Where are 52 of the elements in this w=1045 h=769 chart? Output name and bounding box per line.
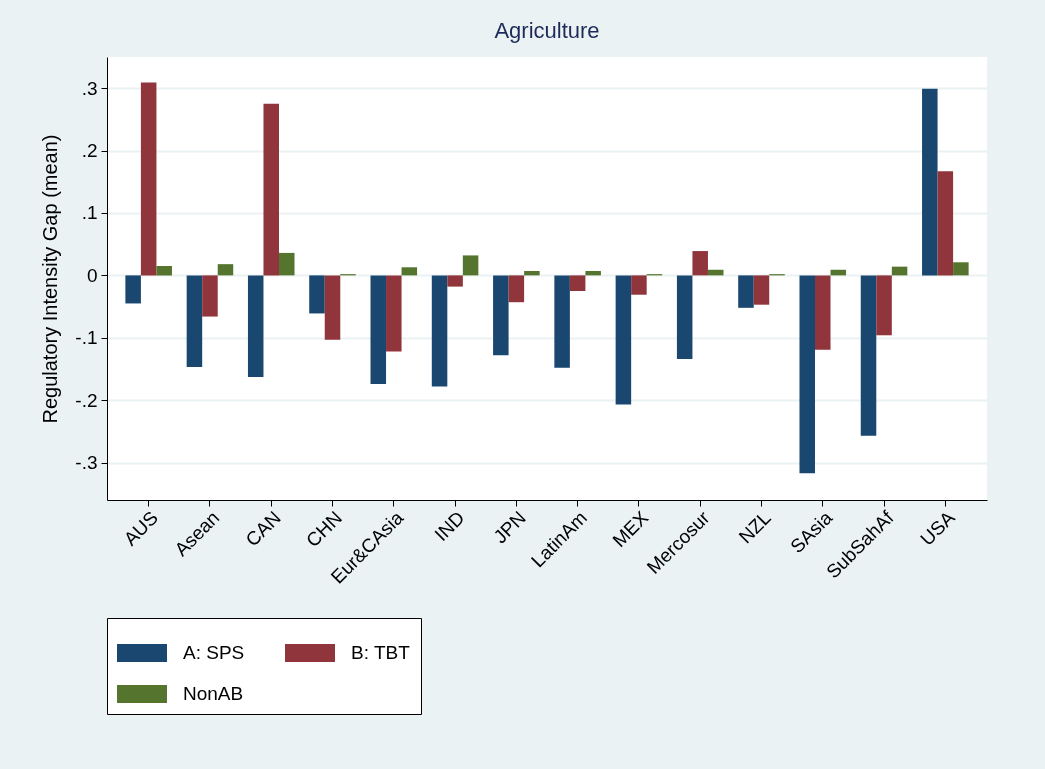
bar xyxy=(247,275,264,378)
bar xyxy=(753,275,770,305)
bar xyxy=(860,275,877,436)
y-tick-label: 0 xyxy=(86,264,98,286)
bar xyxy=(554,275,570,368)
x-tick-label: JPN xyxy=(489,507,530,548)
bar xyxy=(263,103,279,276)
bar xyxy=(186,275,203,368)
bar xyxy=(447,275,463,287)
bar xyxy=(125,275,141,304)
bar xyxy=(401,267,418,276)
bar xyxy=(493,275,509,356)
bar xyxy=(815,275,831,350)
bar xyxy=(569,275,586,291)
chart-title: Agriculture xyxy=(494,18,600,43)
bar xyxy=(953,262,969,276)
bar xyxy=(585,271,601,276)
bar xyxy=(615,275,632,405)
bar xyxy=(462,255,479,276)
bar xyxy=(431,275,448,387)
y-axis-title: Regulatory Intensity Gap (mean) xyxy=(39,134,62,424)
bar xyxy=(799,275,815,474)
bar xyxy=(676,275,693,359)
bar xyxy=(217,264,234,276)
y-tick-label: .1 xyxy=(81,202,98,224)
bar xyxy=(738,275,754,308)
legend-label: B: TBT xyxy=(351,642,411,663)
bar xyxy=(508,275,525,303)
x-tick-label: USA xyxy=(916,506,959,550)
bar xyxy=(922,88,938,276)
bar xyxy=(140,82,157,276)
bar xyxy=(692,251,708,276)
bar xyxy=(309,275,325,314)
bar xyxy=(370,275,387,384)
bar xyxy=(156,266,172,276)
bar xyxy=(524,271,540,276)
y-tick-label: -.1 xyxy=(75,327,98,349)
legend-label: A: SPS xyxy=(183,642,245,663)
bar xyxy=(279,252,295,276)
bar xyxy=(386,275,402,352)
bar xyxy=(324,275,341,340)
y-tick-label: -.3 xyxy=(75,452,98,474)
bar xyxy=(937,171,954,276)
legend-label: NonAB xyxy=(183,683,244,704)
y-tick-label: .2 xyxy=(81,140,98,162)
x-tick-label: NZL xyxy=(734,507,775,548)
y-tick-label: .3 xyxy=(81,77,98,99)
bar xyxy=(202,275,218,317)
bar xyxy=(631,275,647,295)
bar xyxy=(876,275,892,336)
y-tick-label: -.2 xyxy=(75,389,98,411)
x-tick-label: IND xyxy=(430,507,469,546)
